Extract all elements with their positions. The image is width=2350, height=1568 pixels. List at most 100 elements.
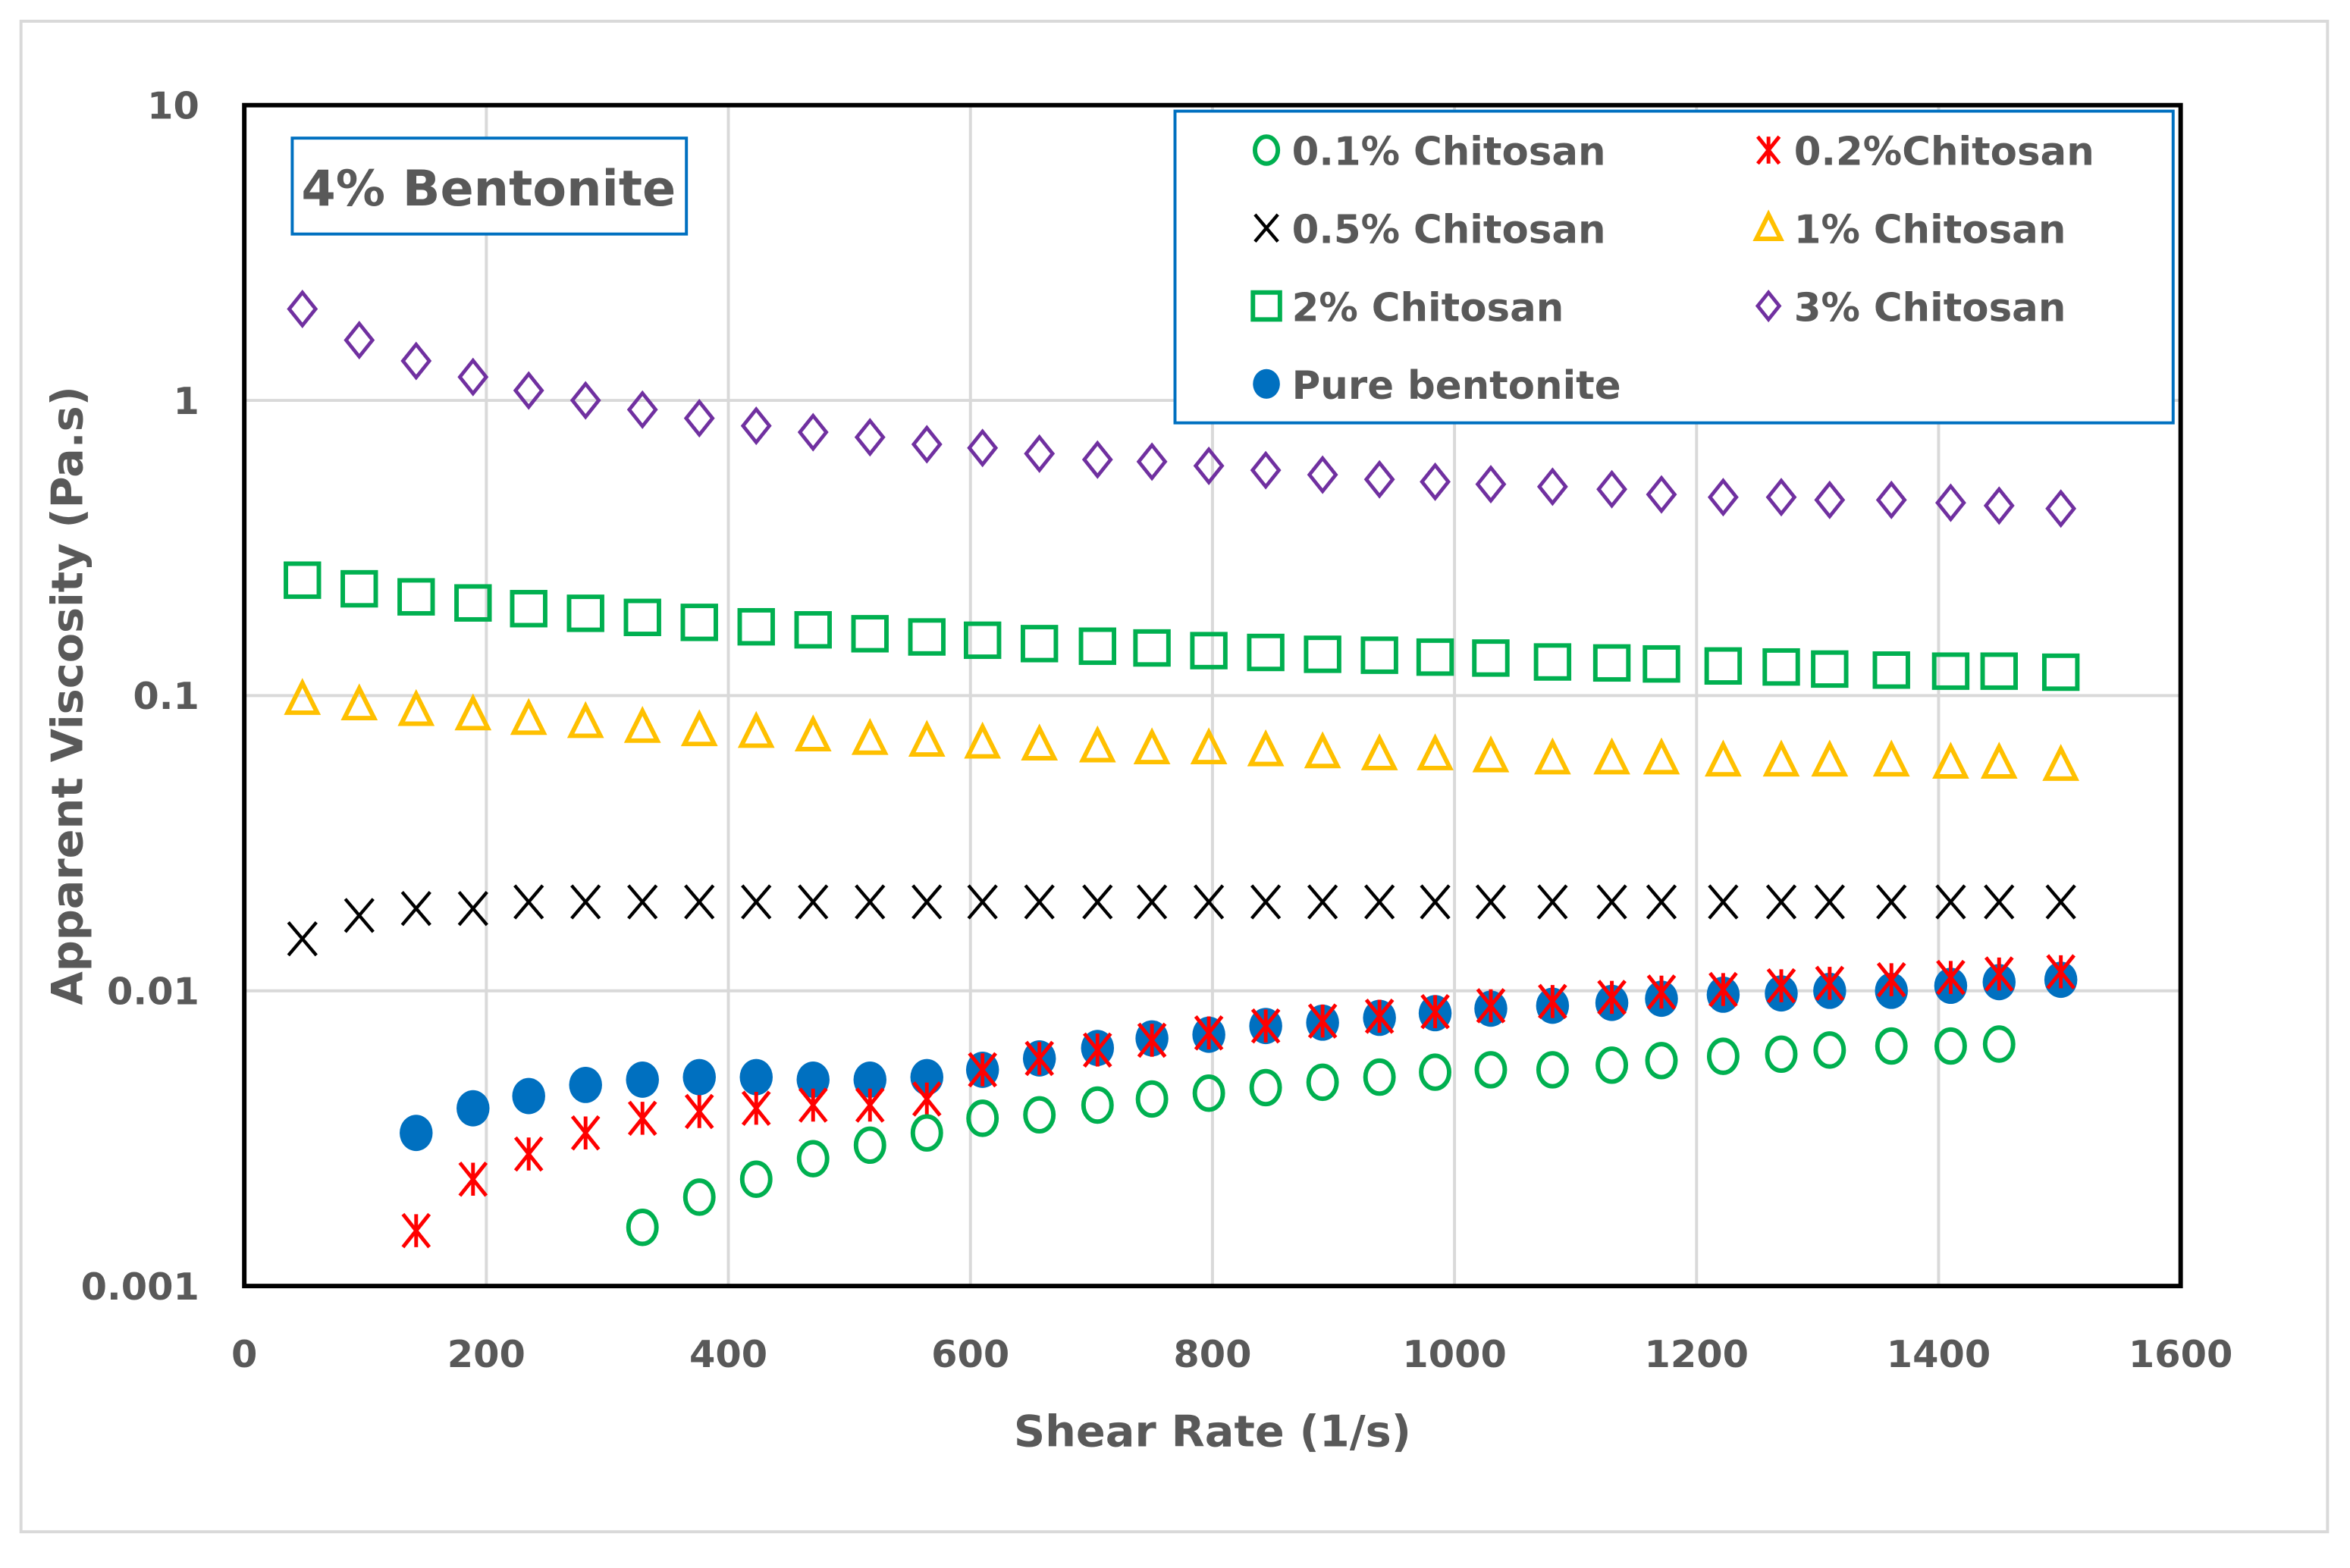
data-point xyxy=(1081,440,1113,479)
data-point xyxy=(1304,731,1341,769)
data-point xyxy=(1705,739,1742,777)
data-point xyxy=(284,561,322,599)
data-point xyxy=(1081,1086,1114,1124)
data-point xyxy=(510,590,547,628)
data-point xyxy=(626,1062,659,1098)
data-point xyxy=(566,594,604,632)
data-point xyxy=(457,1090,490,1127)
data-point xyxy=(737,607,775,646)
data-point xyxy=(741,884,772,920)
data-point xyxy=(284,678,322,715)
data-point xyxy=(570,884,601,920)
data-point xyxy=(1420,884,1451,920)
y-tick-label: 0.001 xyxy=(81,1265,199,1309)
data-point xyxy=(1593,737,1630,775)
data-point xyxy=(570,1115,601,1151)
data-point xyxy=(740,406,772,446)
data-point xyxy=(1875,480,1907,519)
legend-label: 2% Chitosan xyxy=(1292,285,1564,331)
legend-item: 0.1% Chitosan xyxy=(1252,130,1606,175)
series-2-chitosan xyxy=(284,561,2080,691)
data-point xyxy=(1706,1037,1740,1075)
x-tick-label: 1000 xyxy=(1402,1332,1507,1376)
data-point xyxy=(967,428,999,468)
data-point xyxy=(1024,1040,1055,1077)
data-point xyxy=(626,390,658,429)
data-point xyxy=(1364,884,1395,920)
data-point xyxy=(1419,1053,1452,1091)
data-point xyxy=(1983,486,2015,525)
x-tick-label: 0 xyxy=(231,1332,257,1376)
data-point xyxy=(1363,459,1395,499)
data-point xyxy=(1984,884,2015,920)
data-point xyxy=(344,898,375,933)
data-point xyxy=(1982,1025,2016,1063)
y-tick-label: 0.1 xyxy=(133,674,199,718)
legend-label: 3% Chitosan xyxy=(1794,285,2066,331)
data-point xyxy=(1708,884,1739,920)
legend: 0.1% Chitosan 0.2%Chitosan 0.5% Chitosan 1%… xyxy=(1173,109,2175,425)
data-point xyxy=(1416,638,1454,676)
data-point xyxy=(1538,983,1567,1020)
data-point xyxy=(1646,884,1677,920)
data-point xyxy=(400,1115,433,1152)
data-point xyxy=(510,698,547,735)
data-point xyxy=(1872,739,1910,777)
data-point xyxy=(623,706,661,743)
data-points xyxy=(284,289,2080,1249)
data-point xyxy=(1420,462,1451,501)
legend-item: 1% Chitosan xyxy=(1752,208,2066,253)
legend-marker-icon xyxy=(1250,290,1282,322)
plot-area-border xyxy=(242,102,2183,1289)
chart-title-box: 4% Bentonite xyxy=(290,136,689,236)
data-point xyxy=(1082,1032,1112,1068)
data-point xyxy=(1813,1031,1846,1069)
data-point xyxy=(454,584,492,622)
data-point xyxy=(1642,737,1680,775)
data-point xyxy=(1360,733,1398,770)
data-point xyxy=(1762,648,1800,686)
data-point xyxy=(1642,644,1680,683)
data-point xyxy=(798,1087,828,1123)
data-point xyxy=(458,1161,488,1197)
data-point xyxy=(1932,742,1969,779)
data-point xyxy=(1811,739,1849,777)
data-point xyxy=(1536,467,1568,506)
data-point xyxy=(1250,1008,1281,1044)
data-point xyxy=(1936,959,1966,996)
data-point xyxy=(1078,627,1117,665)
data-point xyxy=(2041,653,2080,691)
data-point xyxy=(627,884,658,920)
data-point xyxy=(796,1140,830,1178)
data-point xyxy=(684,1093,714,1130)
data-point xyxy=(401,1212,431,1249)
x-axis-label: Shear Rate (1/s) xyxy=(1014,1406,1411,1457)
data-point xyxy=(1133,727,1171,765)
data-point xyxy=(1811,650,1849,688)
data-point xyxy=(1876,884,1907,920)
data-point xyxy=(1537,884,1568,920)
data-point xyxy=(400,341,432,381)
series-0-2-chitosan xyxy=(401,954,2075,1249)
data-point xyxy=(1194,1015,1224,1051)
data-point xyxy=(1135,1080,1169,1118)
legend-marker-icon xyxy=(1252,134,1281,166)
x-axis-ticks: 0 200 400 600 800 1000 1200 1400 1600 xyxy=(231,1332,2232,1376)
data-point xyxy=(1765,1035,1798,1074)
data-point xyxy=(1082,884,1113,920)
data-point xyxy=(397,578,435,616)
data-point xyxy=(1707,478,1739,517)
data-point xyxy=(1536,1051,1569,1089)
data-point xyxy=(968,1052,998,1088)
data-point xyxy=(287,921,318,957)
data-point xyxy=(854,418,886,457)
y-axis-ticks: 0.001 0.01 0.1 1 10 xyxy=(81,83,199,1308)
data-point xyxy=(680,709,718,747)
data-point xyxy=(680,604,718,641)
data-point xyxy=(1934,1027,1967,1065)
chart-title: 4% Bentonite xyxy=(301,160,676,218)
data-point xyxy=(1420,993,1450,1030)
series-1-chitosan xyxy=(284,678,2080,781)
data-point xyxy=(967,884,998,920)
